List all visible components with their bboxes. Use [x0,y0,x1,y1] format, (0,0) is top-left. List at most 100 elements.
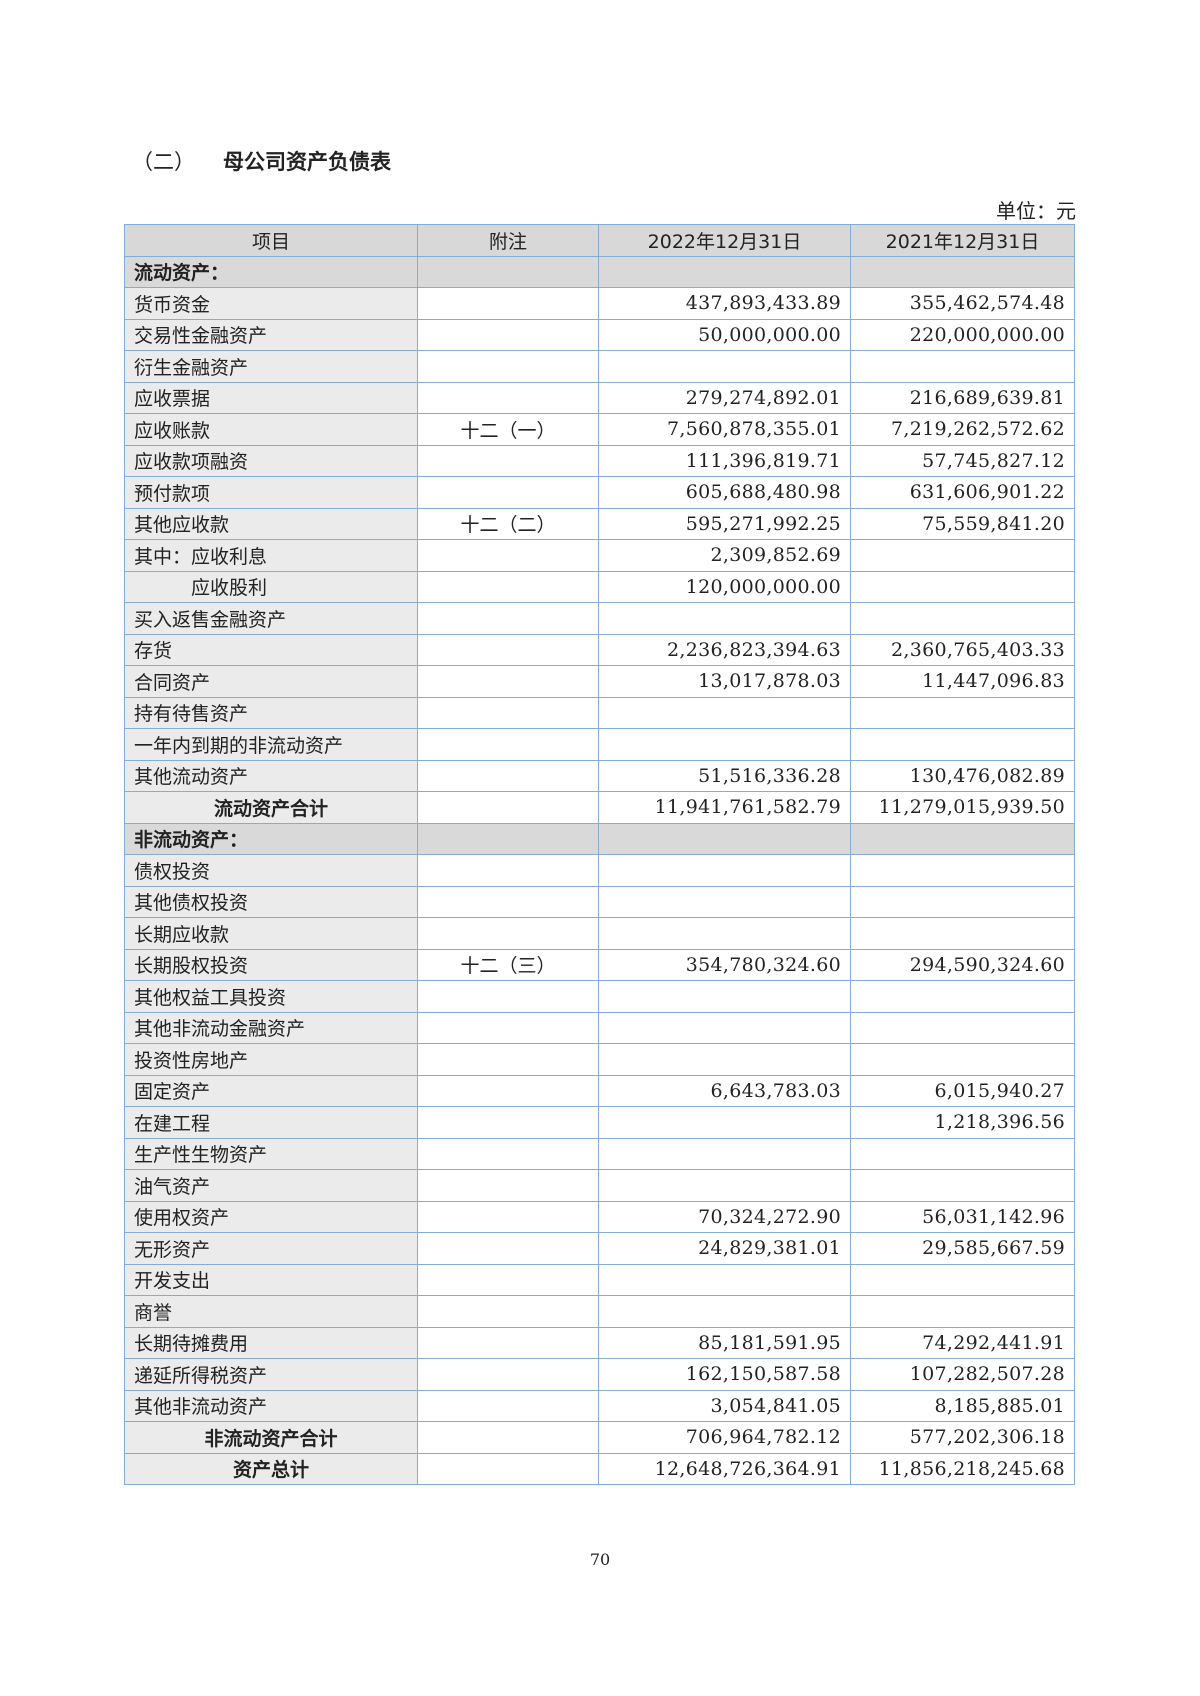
item-cell: 资产总计 [124,1452,418,1485]
table-row: 油气资产 [124,1169,1075,1202]
table-row: 货币资金 437,893,433.89 355,462,574.48 [124,287,1075,320]
value-2022-cell: 12,648,726,364.91 [598,1452,851,1485]
table-row: 其他非流动资产 3,054,841.05 8,185,885.01 [124,1389,1075,1422]
value-2021-cell [850,728,1075,761]
table-row: 预付款项 605,688,480.98 631,606,901.22 [124,476,1075,509]
item-cell: 油气资产 [124,1169,418,1202]
section-number: （二） [132,150,195,174]
table-row: 投资性房地产 [124,1043,1075,1076]
table-row: 应收票据 279,274,892.01 216,689,639.81 [124,381,1075,414]
note-cell [417,570,599,603]
note-cell [417,1200,599,1233]
note-cell [417,885,599,918]
value-2022-cell: 51,516,336.28 [598,759,851,792]
table-row: 应收款项融资 111,396,819.71 57,745,827.12 [124,444,1075,477]
item-cell: 长期股权投资 [124,948,418,981]
value-2021-cell [850,570,1075,603]
table-row: 使用权资产 70,324,272.90 56,031,142.96 [124,1200,1075,1233]
value-2022-cell [598,1137,851,1170]
value-2021-cell: 8,185,885.01 [850,1389,1075,1422]
note-cell [417,1263,599,1296]
item-cell: 非流动资产合计 [124,1421,418,1454]
value-2021-cell: 631,606,901.22 [850,476,1075,509]
note-cell [417,1389,599,1422]
table-row: 其他应收款 十二（二） 595,271,992.25 75,559,841.20 [124,507,1075,540]
note-cell [417,1169,599,1202]
value-2021-cell: 75,559,841.20 [850,507,1075,540]
value-2021-cell: 130,476,082.89 [850,759,1075,792]
value-2022-cell: 120,000,000.00 [598,570,851,603]
item-cell: 其中：应收利息 [124,539,418,572]
item-cell: 存货 [124,633,418,666]
value-2022-cell [598,917,851,950]
value-2022-cell [598,854,851,887]
table-row: 其他权益工具投资 [124,980,1075,1013]
item-cell: 其他非流动金融资产 [124,1011,418,1044]
table-row: 其他债权投资 [124,885,1075,918]
value-2022-cell: 85,181,591.95 [598,1326,851,1359]
item-cell: 固定资产 [124,1074,418,1107]
note-cell [417,728,599,761]
item-cell: 货币资金 [124,287,418,320]
value-2021-cell [850,696,1075,729]
value-2021-cell [850,980,1075,1013]
note-cell [417,350,599,383]
note-cell [417,602,599,635]
value-2022-cell: 279,274,892.01 [598,381,851,414]
note-cell [417,1011,599,1044]
item-cell: 应收股利 [124,570,418,603]
header-2022: 2022年12月31日 [598,224,851,257]
value-2021-cell [850,350,1075,383]
note-cell: 十二（三） [417,948,599,981]
item-cell: 非流动资产： [124,822,418,855]
item-cell: 其他债权投资 [124,885,418,918]
note-cell [417,1074,599,1107]
note-cell [417,444,599,477]
item-cell: 长期应收款 [124,917,418,950]
note-cell [417,539,599,572]
total-row: 非流动资产合计 706,964,782.12 577,202,306.18 [124,1421,1075,1454]
table-row: 应收账款 十二（一） 7,560,878,355.01 7,219,262,572.6… [124,413,1075,446]
table-row: 无形资产 24,829,381.01 29,585,667.59 [124,1232,1075,1265]
note-cell [417,1421,599,1454]
value-2022-cell [598,696,851,729]
item-cell: 应收款项融资 [124,444,418,477]
table-row: 交易性金融资产 50,000,000.00 220,000,000.00 [124,318,1075,351]
note-cell [417,917,599,950]
value-2022-cell [598,1169,851,1202]
value-2021-cell: 7,219,262,572.62 [850,413,1075,446]
table-row: 合同资产 13,017,878.03 11,447,096.83 [124,665,1075,698]
item-cell: 预付款项 [124,476,418,509]
value-2022-cell: 2,236,823,394.63 [598,633,851,666]
table-row: 买入返售金融资产 [124,602,1075,635]
header-2021: 2021年12月31日 [850,224,1075,257]
value-2022-cell: 24,829,381.01 [598,1232,851,1265]
item-cell: 递延所得税资产 [124,1358,418,1391]
value-2021-cell: 29,585,667.59 [850,1232,1075,1265]
table-row: 持有待售资产 [124,696,1075,729]
item-cell: 持有待售资产 [124,696,418,729]
table-row: 其中：应收利息 2,309,852.69 [124,539,1075,572]
section-row: 非流动资产： [124,822,1075,855]
value-2022-cell: 706,964,782.12 [598,1421,851,1454]
value-2021-cell [850,1263,1075,1296]
note-cell: 十二（二） [417,507,599,540]
value-2022-cell: 50,000,000.00 [598,318,851,351]
note-cell [417,1295,599,1328]
value-2022-cell: 162,150,587.58 [598,1358,851,1391]
item-cell: 使用权资产 [124,1200,418,1233]
value-2022-cell [598,980,851,1013]
value-2021-cell [850,1169,1075,1202]
value-2021-cell: 57,745,827.12 [850,444,1075,477]
value-2022-cell [598,1295,851,1328]
table-row: 债权投资 [124,854,1075,887]
note-cell [417,696,599,729]
unit-label: 单位：元 [996,199,1076,223]
table-row: 存货 2,236,823,394.63 2,360,765,403.33 [124,633,1075,666]
item-cell: 交易性金融资产 [124,318,418,351]
note-cell [417,1232,599,1265]
note-cell [417,1043,599,1076]
value-2022-cell [598,1106,851,1139]
item-cell: 无形资产 [124,1232,418,1265]
value-2021-cell: 1,218,396.56 [850,1106,1075,1139]
